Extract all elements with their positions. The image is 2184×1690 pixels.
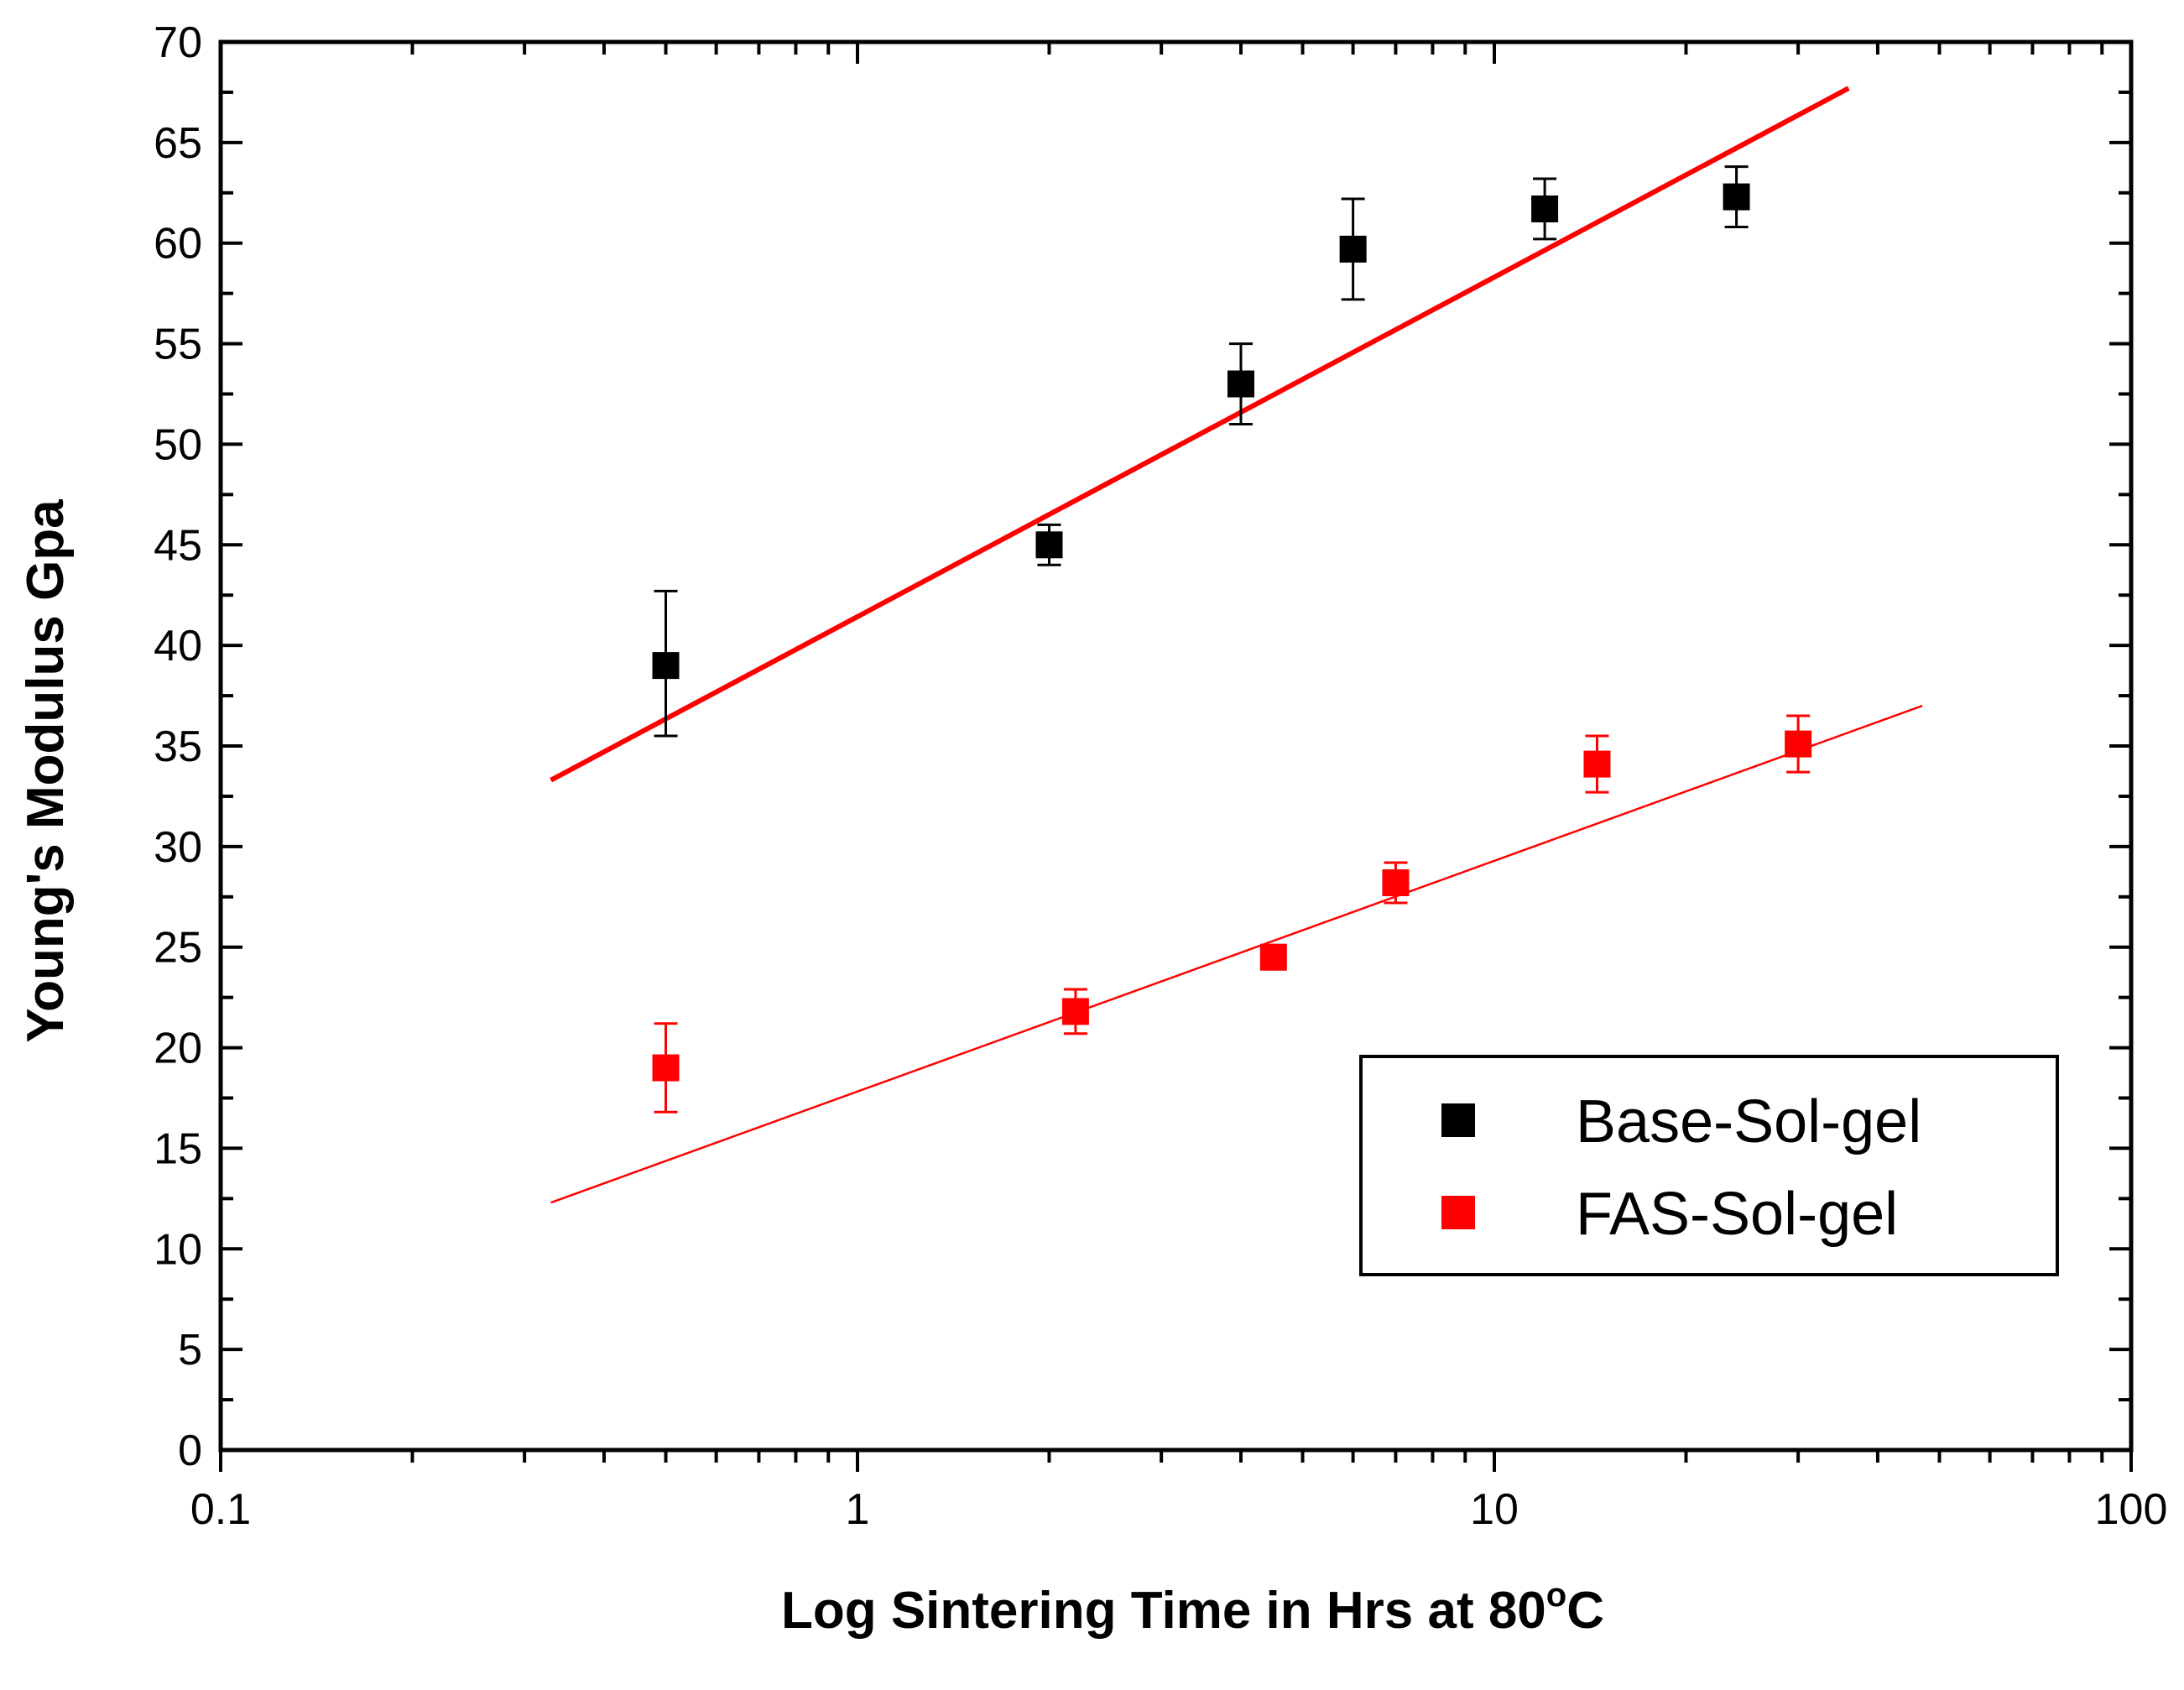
y-tick-label: 15 (154, 1124, 202, 1173)
legend-box (1359, 1055, 2059, 1276)
legend-label-fas-sol-gel: FAS-Sol-gel (1576, 1181, 1898, 1248)
x-axis-title: Log Sintering Time in Hrs at 80oC (781, 1577, 1604, 1640)
y-tick-label: 10 (154, 1225, 202, 1274)
x-tick-label: 0.1 (190, 1485, 251, 1534)
y-tick-label: 5 (178, 1326, 202, 1374)
y-tick-label: 55 (154, 321, 202, 369)
point-fas-sol-gel (1382, 869, 1410, 897)
y-tick-label: 30 (154, 823, 202, 872)
y-tick-label: 60 (154, 220, 202, 269)
y-tick-label: 70 (154, 18, 202, 67)
point-base-sol-gel (1035, 531, 1063, 559)
point-fas-sol-gel (652, 1054, 680, 1082)
legend-marker-base-sol-gel (1441, 1103, 1475, 1137)
legend-label-base-sol-gel: Base-Sol-gel (1576, 1088, 1921, 1155)
y-tick-label: 50 (154, 420, 202, 469)
data-points (652, 165, 1812, 1114)
y-tick-label: 65 (154, 119, 202, 168)
y-tick-label: 25 (154, 924, 202, 973)
x-tick-label: 100 (2095, 1485, 2168, 1534)
point-base-sol-gel (1227, 370, 1254, 398)
point-base-sol-gel (1339, 235, 1367, 263)
y-tick-label: 20 (154, 1025, 202, 1073)
y-tick-label: 40 (154, 622, 202, 670)
x-tick-label: 10 (1470, 1485, 1519, 1534)
point-fas-sol-gel (1061, 998, 1089, 1025)
legend-marker-fas-sol-gel (1441, 1196, 1475, 1229)
y-axis-title: Young's Modulus Gpa (17, 499, 75, 1043)
tick-labels: 0 5 10 15 20 25 30 35 40 45 50 55 60 65 70 0.1 1 10 100 (154, 18, 2167, 1534)
point-base-sol-gel (1723, 183, 1750, 211)
y-tick-label: 45 (154, 521, 202, 570)
fit-lines (550, 86, 1923, 1204)
point-fas-sol-gel (1785, 730, 1812, 758)
legend: Base-Sol-gel FAS-Sol-gel (1359, 1055, 2059, 1276)
fit-line-base-sol-gel (550, 86, 1850, 783)
y-tick-label: 0 (178, 1427, 202, 1475)
fit-line-fas-sol-gel (550, 704, 1923, 1204)
point-base-sol-gel (652, 652, 680, 680)
x-tick-label: 1 (846, 1485, 870, 1534)
point-fas-sol-gel (1583, 750, 1611, 778)
axis-ticks (219, 40, 2133, 1472)
point-fas-sol-gel (1259, 943, 1287, 971)
point-base-sol-gel (1531, 195, 1559, 222)
y-tick-label: 35 (154, 722, 202, 771)
